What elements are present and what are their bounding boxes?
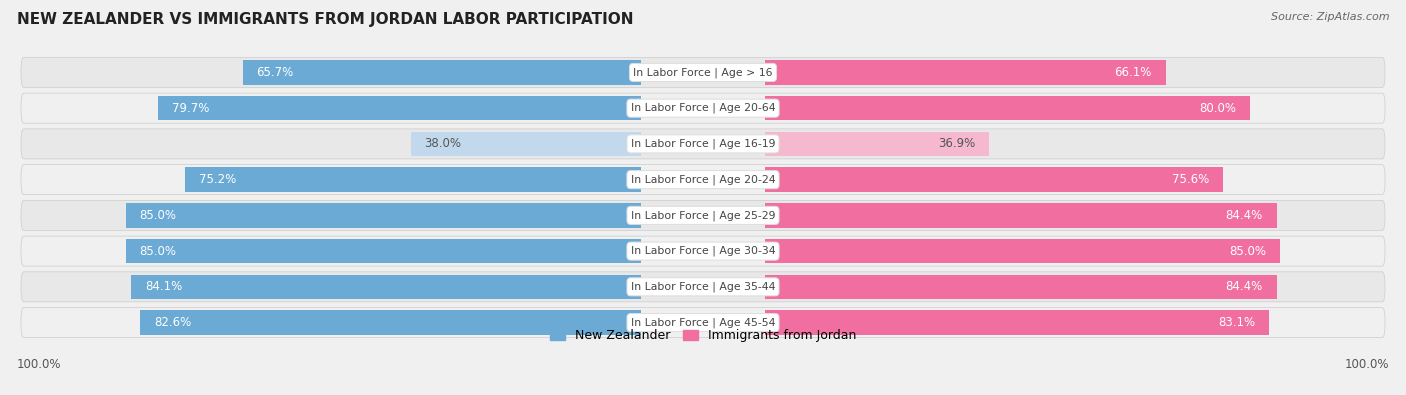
Text: 82.6%: 82.6% xyxy=(155,316,191,329)
Bar xyxy=(765,310,1268,335)
Bar xyxy=(765,239,1281,263)
Text: 79.7%: 79.7% xyxy=(172,102,209,115)
Bar xyxy=(131,275,641,299)
Bar xyxy=(125,203,641,228)
Bar xyxy=(157,96,641,120)
Bar xyxy=(243,60,641,85)
FancyBboxPatch shape xyxy=(21,236,1385,266)
FancyBboxPatch shape xyxy=(21,272,1385,302)
Text: 80.0%: 80.0% xyxy=(1199,102,1236,115)
Text: 84.1%: 84.1% xyxy=(145,280,183,293)
Text: In Labor Force | Age > 16: In Labor Force | Age > 16 xyxy=(633,67,773,78)
Text: 75.6%: 75.6% xyxy=(1173,173,1209,186)
FancyBboxPatch shape xyxy=(21,93,1385,123)
Text: In Labor Force | Age 35-44: In Labor Force | Age 35-44 xyxy=(631,282,775,292)
Bar xyxy=(765,203,1277,228)
FancyBboxPatch shape xyxy=(21,57,1385,87)
Bar xyxy=(765,132,988,156)
Bar xyxy=(765,167,1223,192)
Text: 83.1%: 83.1% xyxy=(1218,316,1256,329)
Text: In Labor Force | Age 30-34: In Labor Force | Age 30-34 xyxy=(631,246,775,256)
Text: In Labor Force | Age 20-24: In Labor Force | Age 20-24 xyxy=(631,174,775,185)
Text: Source: ZipAtlas.com: Source: ZipAtlas.com xyxy=(1271,12,1389,22)
Text: 66.1%: 66.1% xyxy=(1115,66,1152,79)
Legend: New Zealander, Immigrants from Jordan: New Zealander, Immigrants from Jordan xyxy=(546,324,860,347)
Bar xyxy=(765,96,1250,120)
Bar xyxy=(186,167,641,192)
Text: 84.4%: 84.4% xyxy=(1226,209,1263,222)
Text: In Labor Force | Age 16-19: In Labor Force | Age 16-19 xyxy=(631,139,775,149)
Bar xyxy=(411,132,641,156)
Text: 85.0%: 85.0% xyxy=(1230,245,1267,258)
FancyBboxPatch shape xyxy=(21,165,1385,195)
Bar xyxy=(125,239,641,263)
FancyBboxPatch shape xyxy=(21,200,1385,230)
Text: 65.7%: 65.7% xyxy=(256,66,294,79)
Text: In Labor Force | Age 45-54: In Labor Force | Age 45-54 xyxy=(631,317,775,328)
Bar xyxy=(765,60,1166,85)
Text: 100.0%: 100.0% xyxy=(17,358,62,371)
Text: 38.0%: 38.0% xyxy=(425,137,461,150)
Text: In Labor Force | Age 20-64: In Labor Force | Age 20-64 xyxy=(631,103,775,113)
FancyBboxPatch shape xyxy=(21,308,1385,338)
Text: NEW ZEALANDER VS IMMIGRANTS FROM JORDAN LABOR PARTICIPATION: NEW ZEALANDER VS IMMIGRANTS FROM JORDAN … xyxy=(17,12,633,27)
Text: In Labor Force | Age 25-29: In Labor Force | Age 25-29 xyxy=(631,210,775,221)
Text: 85.0%: 85.0% xyxy=(139,245,176,258)
Text: 85.0%: 85.0% xyxy=(139,209,176,222)
Bar xyxy=(765,275,1277,299)
Text: 75.2%: 75.2% xyxy=(198,173,236,186)
Text: 84.4%: 84.4% xyxy=(1226,280,1263,293)
Text: 100.0%: 100.0% xyxy=(1344,358,1389,371)
FancyBboxPatch shape xyxy=(21,129,1385,159)
Text: 36.9%: 36.9% xyxy=(938,137,974,150)
Bar xyxy=(141,310,641,335)
